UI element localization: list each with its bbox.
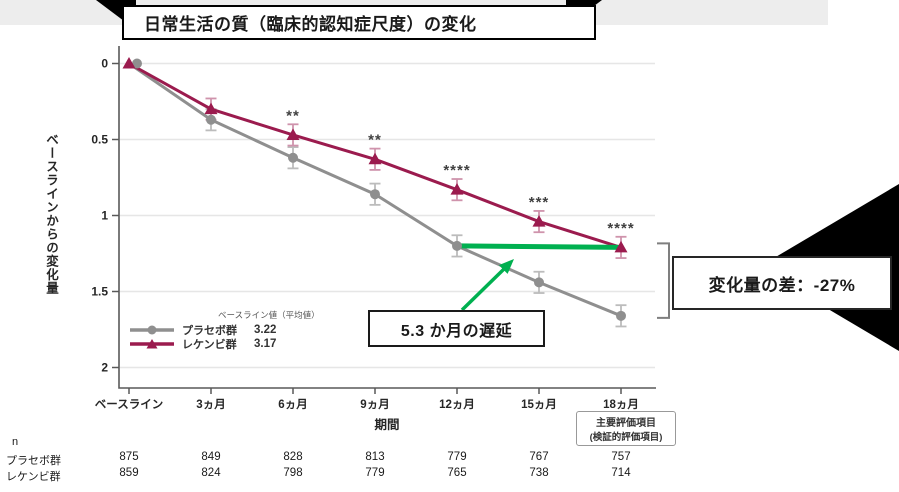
svg-text:**: ** [286, 107, 300, 124]
svg-text:6ヵ月: 6ヵ月 [278, 398, 307, 411]
x-axis-label: 期間 [374, 418, 400, 432]
svg-text:***: *** [529, 194, 550, 211]
n-value: 859 [119, 467, 139, 479]
n-value: 813 [365, 451, 385, 463]
svg-text:15ヵ月: 15ヵ月 [521, 398, 557, 411]
page-title: 日常生活の質（臨床的認知症尺度）の変化 [144, 15, 477, 34]
svg-text:****: **** [607, 220, 634, 237]
svg-text:9ヵ月: 9ヵ月 [360, 398, 389, 411]
chart-legend: ベースライン値（平均値） プラセボ群 3.22 レケンビ群 3.17 [128, 309, 320, 351]
n-value: 849 [201, 451, 221, 463]
legend-header: ベースライン値（平均値） [218, 310, 320, 320]
n-value: 757 [611, 451, 631, 463]
delay-annotation-box: 5.3 か月の遅延 [368, 310, 545, 347]
delay-annotation-text: 5.3 か月の遅延 [400, 322, 513, 340]
svg-text:2: 2 [101, 361, 108, 375]
n-value: 779 [447, 451, 467, 463]
n-value: 738 [529, 467, 549, 479]
n-value: 824 [201, 467, 221, 479]
n-value: 779 [365, 467, 385, 479]
n-value: 875 [119, 451, 139, 463]
primary-endpoint-box: 主要評価項目 (検証的評価項目) [576, 411, 676, 446]
svg-text:0.5: 0.5 [91, 133, 108, 147]
difference-annotation-text: 変化量の差：-27% [708, 275, 856, 295]
lecanemab-line-triangle-icon [130, 339, 174, 349]
primary-endpoint-line1: 主要評価項目 [596, 418, 656, 429]
legend-label: プラセボ群 [182, 325, 237, 337]
primary-endpoint-line2: (検証的評価項目) [589, 432, 663, 443]
svg-text:0: 0 [101, 57, 108, 71]
svg-text:****: **** [443, 162, 470, 179]
svg-text:12ヵ月: 12ヵ月 [439, 398, 475, 411]
placebo-line-circle-icon [130, 325, 174, 335]
n-value: 714 [611, 467, 631, 479]
n-value: 798 [283, 467, 303, 479]
legend-label: レケンビ群 [182, 339, 237, 351]
n-table-row-label-placebo: プラセボ群 [6, 455, 61, 467]
n-value: 828 [283, 451, 303, 463]
svg-text:ベースライン: ベースライン [95, 398, 163, 411]
svg-text:1: 1 [101, 209, 108, 223]
n-table-header: n [12, 436, 19, 448]
n-value: 767 [529, 451, 549, 463]
legend-row-lecanemab: レケンビ群 3.17 [128, 337, 320, 351]
svg-text:3ヵ月: 3ヵ月 [196, 398, 225, 411]
n-table-row-label-lecanemab: レケンビ群 [6, 471, 61, 483]
svg-text:1.5: 1.5 [91, 285, 108, 299]
legend-value: 3.22 [254, 324, 277, 336]
legend-row-placebo: プラセボ群 3.22 [128, 323, 320, 337]
title-box: 日常生活の質（臨床的認知症尺度）の変化 [122, 5, 596, 40]
difference-annotation-box: 変化量の差：-27% [672, 256, 892, 310]
svg-text:**: ** [368, 132, 382, 149]
n-value: 765 [447, 467, 467, 479]
svg-text:18ヵ月: 18ヵ月 [603, 398, 639, 411]
y-axis-label: ベースラインからの変化量 [44, 133, 58, 295]
legend-value: 3.17 [254, 338, 277, 350]
